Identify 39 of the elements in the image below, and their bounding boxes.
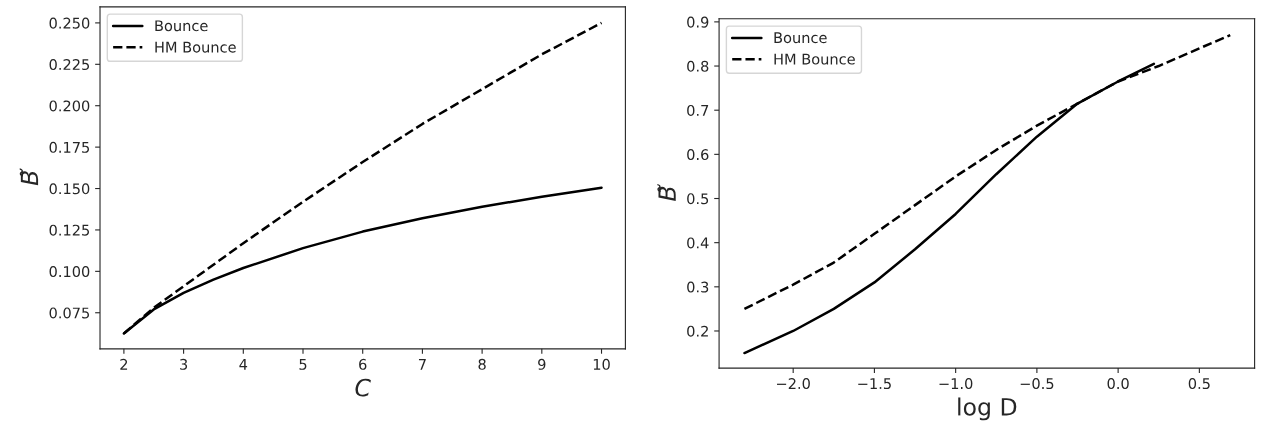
y-tick-label: 0.7: [687, 104, 709, 116]
x-tick-label: −0.5: [1020, 378, 1054, 390]
x-tick-label: −2.0: [777, 378, 810, 390]
legend-label: HM Bounce: [155, 41, 236, 53]
y-tick-label: 0.175: [49, 141, 90, 153]
y-tick-label: 0.9: [687, 16, 709, 28]
legend-label: HM Bounce: [774, 53, 855, 65]
y-tick-label: 0.150: [49, 183, 90, 195]
y-tick-label: 0.100: [49, 266, 90, 278]
y-tick-label: 0.5: [687, 193, 709, 205]
legend-label: Bounce: [155, 20, 208, 32]
y-axis-title: B̃: [19, 168, 39, 186]
y-tick-label: 0.225: [49, 59, 90, 71]
x-tick-label: 10: [593, 358, 610, 370]
y-tick-label: 0.6: [687, 149, 709, 161]
y-axis-title: B̃: [657, 183, 676, 201]
x-tick-label: 0.0: [1107, 378, 1129, 390]
x-tick-label: 5: [299, 359, 307, 370]
x-tick-label: 2: [120, 358, 128, 370]
y-tick-label: 0.2: [687, 325, 708, 337]
x-tick-label: 4: [239, 359, 248, 370]
x-tick-label: 9: [538, 358, 546, 370]
x-tick-label: 6: [359, 358, 367, 370]
y-tick-label: 0.3: [687, 281, 709, 293]
y-tick-label: 0.4: [687, 237, 709, 249]
x-tick-label: −1.5: [858, 378, 891, 390]
x-axis-title: log D: [958, 397, 1017, 421]
x-tick-label: 3: [180, 358, 188, 370]
x-tick-label: 0.5: [1188, 378, 1210, 390]
y-tick-label: 0.075: [49, 307, 90, 319]
y-tick-label: 0.200: [49, 100, 90, 112]
y-tick-label: 0.125: [49, 224, 90, 236]
x-axis-title: C: [355, 378, 371, 397]
legend-label: Bounce: [774, 32, 827, 44]
y-tick-label: 0.250: [49, 17, 90, 29]
y-tick-label: 0.8: [687, 60, 709, 72]
x-tick-label: 8: [478, 358, 486, 370]
x-tick-label: −1.0: [939, 378, 973, 390]
x-tick-label: 7: [418, 359, 426, 370]
